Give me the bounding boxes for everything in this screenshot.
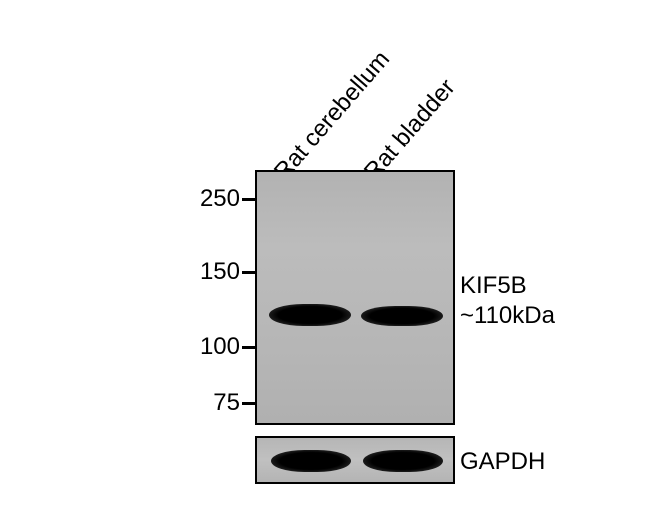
band-gapdh-lane2 — [363, 450, 443, 472]
mw-tick — [242, 402, 256, 405]
mw-tick — [242, 271, 256, 274]
mw-tick — [242, 198, 256, 201]
lane-label-text: Rat bladder — [359, 74, 461, 185]
band-gapdh-lane1 — [271, 450, 351, 472]
target-mw-label: ~110kDa — [460, 302, 555, 330]
target-mw-text: ~110kDa — [460, 302, 555, 329]
mw-label-250: 250 — [180, 185, 240, 213]
mw-text: 250 — [200, 185, 240, 212]
mw-tick — [242, 346, 256, 349]
mw-text: 75 — [213, 389, 240, 416]
target-label: KIF5B — [460, 272, 527, 300]
band-kif5b-lane1 — [269, 304, 351, 326]
mw-text: 100 — [200, 333, 240, 360]
mw-label-150: 150 — [180, 258, 240, 286]
figure-container: Rat cerebellum Rat bladder 250 150 100 7… — [0, 0, 650, 520]
film-shade — [257, 172, 453, 423]
loading-text: GAPDH — [460, 448, 545, 475]
target-text: KIF5B — [460, 272, 527, 299]
band-kif5b-lane2 — [361, 306, 443, 326]
mw-text: 150 — [200, 258, 240, 285]
mw-label-100: 100 — [180, 333, 240, 361]
loading-label: GAPDH — [460, 448, 545, 476]
loading-blot — [255, 436, 455, 484]
main-blot — [255, 170, 455, 425]
mw-label-75: 75 — [180, 389, 240, 417]
